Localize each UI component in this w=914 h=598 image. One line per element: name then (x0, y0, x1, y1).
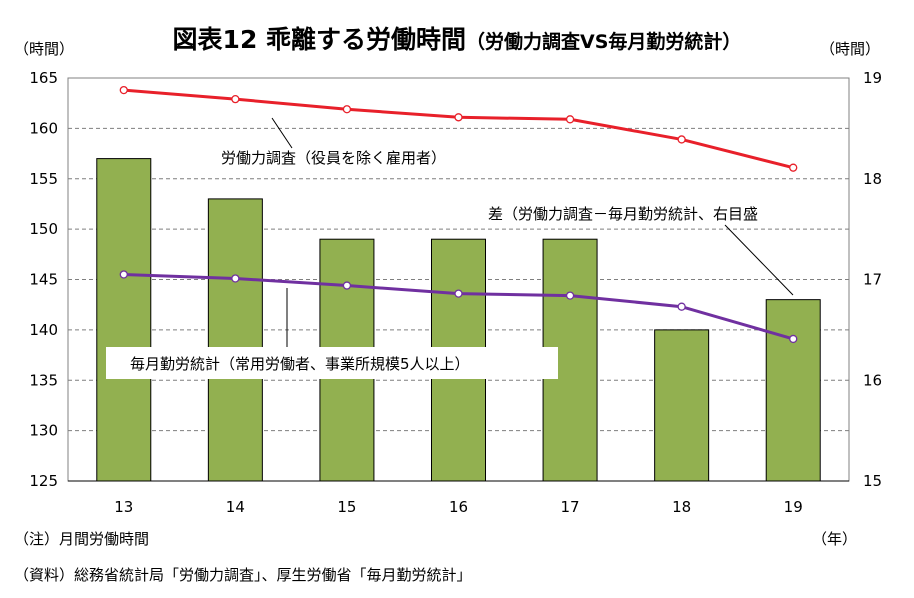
label-diff: 差（労働力調査－毎月勤労統計、右目盛 (488, 205, 758, 223)
right-tick-label: 16 (863, 371, 882, 389)
left-tick-label: 145 (29, 271, 58, 289)
bar (207, 198, 263, 482)
x-tick-label: 17 (561, 498, 580, 516)
left-tick-label: 165 (29, 69, 58, 87)
left-tick-label: 140 (29, 321, 58, 339)
x-tick-label: 15 (337, 498, 356, 516)
point (677, 135, 686, 144)
point (454, 289, 463, 298)
x-axis-unit: （年） (812, 530, 858, 548)
left-tick-label: 125 (29, 472, 58, 490)
label-lfs: 労働力調査（役員を除く雇用者） (221, 149, 446, 167)
x-tick-label: 19 (784, 498, 803, 516)
label-mls-bg (106, 347, 558, 379)
source-note: （資料）総務省統計局「労働力調査」、厚生労働省「毎月勤労統計」 (14, 566, 472, 584)
x-tick-label: 14 (226, 498, 245, 516)
footnote: （注）月間労働時間 (14, 530, 150, 548)
line-series (119, 85, 798, 344)
chart-title-main: 図表12 乖離する労働時間 (172, 25, 467, 54)
point (789, 163, 798, 172)
point (119, 270, 128, 279)
point (565, 115, 575, 124)
right-tick-label: 18 (863, 170, 882, 188)
point (231, 274, 240, 283)
point (677, 302, 686, 311)
axes (67, 77, 850, 482)
point (119, 85, 128, 95)
right-tick-label: 17 (863, 271, 882, 289)
point (342, 105, 352, 114)
tick-labels: 165 160 155 150 145 140 135 130 125 19 18 17 16 15 13 1… (29, 69, 882, 516)
bar (654, 329, 710, 482)
right-tick-label: 15 (863, 472, 882, 490)
point (789, 334, 798, 344)
bar-series (96, 158, 821, 482)
x-tick-label: 16 (449, 498, 468, 516)
chart-title-sub: （労働力調査VS毎月勤労統計） (466, 31, 742, 53)
left-tick-label: 155 (29, 170, 58, 188)
x-tick-label: 18 (672, 498, 691, 516)
left-axis-unit: （時間） (14, 40, 75, 58)
left-tick-label: 135 (29, 371, 58, 389)
x-tick-label: 13 (114, 498, 133, 516)
label-mls: 毎月勤労統計（常用労働者、事業所規模5人以上） (130, 355, 470, 373)
bar (96, 158, 152, 482)
point (342, 281, 352, 290)
left-tick-label: 150 (29, 220, 58, 238)
right-axis-unit: （時間） (820, 40, 881, 58)
series-annotations: 労働力調査（役員を除く雇用者） 差（労働力調査－毎月勤労統計、右目盛毎月勤労統計（… (106, 117, 794, 379)
leader-diff (724, 224, 794, 296)
left-tick-label: 130 (29, 422, 58, 440)
point (454, 113, 463, 122)
left-tick-label: 160 (29, 119, 58, 137)
right-tick-label: 19 (863, 69, 882, 87)
leader-lfs (271, 117, 293, 149)
point (231, 95, 240, 104)
chart-title: 図表12 乖離する労働時間（労働力調査VS毎月勤労統計） (0, 20, 914, 56)
bar (765, 299, 821, 482)
point (565, 291, 575, 300)
